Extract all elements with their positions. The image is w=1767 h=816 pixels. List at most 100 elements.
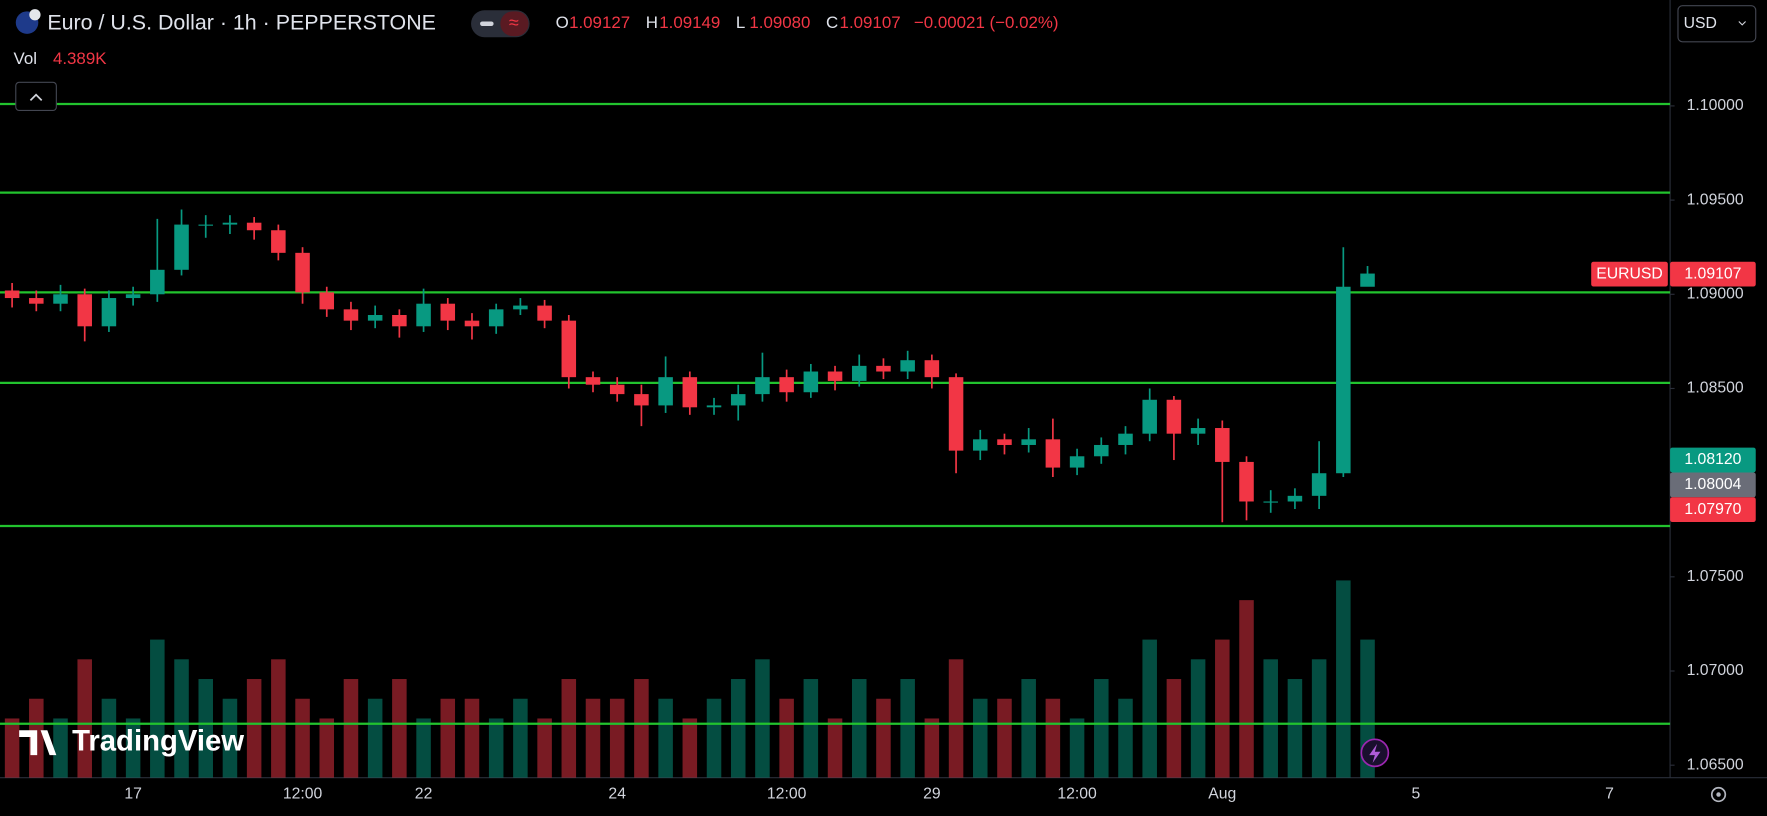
ohlc-value: 1.09127 — [569, 13, 630, 32]
candle-body — [198, 224, 213, 226]
price-tag-label: 1.08004 — [1684, 476, 1741, 493]
volume-bar — [997, 698, 1012, 778]
volume-bar — [77, 659, 92, 778]
collapse-button[interactable] — [15, 81, 57, 112]
candle-body — [755, 377, 770, 395]
candle-body — [1094, 444, 1109, 457]
volume-bar — [246, 679, 262, 778]
candle-body — [924, 360, 940, 378]
candle-body — [1069, 456, 1085, 468]
currency-caret — [1738, 21, 1746, 26]
candle-body — [150, 269, 165, 295]
currency-select[interactable] — [1677, 5, 1757, 43]
candle-body — [561, 320, 577, 378]
volume-bar — [392, 679, 407, 778]
x-tick-label: 7 — [1605, 786, 1614, 803]
x-tick-label: 12:00 — [283, 786, 323, 803]
candle-body — [851, 365, 867, 381]
candle-body — [537, 305, 552, 321]
volume-bar — [222, 698, 238, 778]
ohlc-key: C — [826, 13, 838, 32]
lightning-icon — [1369, 743, 1381, 763]
candle-body — [125, 294, 141, 299]
volume-bar — [609, 698, 625, 778]
ohlc-key: L — [736, 13, 745, 32]
volume-bar — [150, 639, 165, 778]
status-alert[interactable] — [500, 11, 529, 37]
y-tick-label: 1.07500 — [1687, 568, 1744, 585]
volume-bar — [1045, 698, 1061, 778]
volume-bar — [585, 698, 601, 778]
settings-icon[interactable] — [1710, 786, 1727, 803]
symbol-tag — [1591, 261, 1668, 287]
volume-bar — [779, 698, 794, 778]
candle-body — [682, 377, 698, 408]
candle-body — [779, 377, 794, 393]
ohlc-value: 1.09149 — [659, 13, 720, 32]
ohlc-change: −0.00021 (−0.02%) — [914, 13, 1059, 32]
y-tick-label: 1.06500 — [1687, 756, 1744, 773]
x-tick-label: 12:00 — [1057, 786, 1097, 803]
volume-bar — [900, 679, 915, 778]
candle-body — [827, 371, 843, 381]
volume-bar — [755, 659, 770, 778]
price-tag — [1670, 472, 1756, 498]
settings-icon-center — [1716, 792, 1721, 797]
volume-bar — [1094, 679, 1109, 778]
x-tick-label: 5 — [1412, 786, 1421, 803]
status-dash — [480, 21, 494, 26]
candle-body — [1142, 399, 1157, 434]
volume-bar — [271, 659, 286, 778]
candle-body — [803, 371, 819, 393]
candle-body — [948, 377, 964, 451]
symbol-tag-label: EURUSD — [1596, 265, 1663, 282]
price-tag — [1670, 497, 1756, 523]
candle-body — [1190, 428, 1206, 434]
candle-body — [174, 224, 189, 270]
candle-body — [997, 439, 1012, 445]
volume-bar — [1287, 679, 1303, 778]
candle-body — [295, 252, 310, 293]
brand-logo — [19, 730, 57, 756]
volume-bar — [973, 698, 988, 778]
candle-body — [271, 230, 286, 253]
brand-name: TradingView — [72, 724, 244, 757]
volume-bar — [924, 718, 940, 778]
volume-bar — [488, 718, 504, 778]
volume-bar — [440, 698, 456, 778]
candle-body — [634, 394, 649, 406]
volume-bar — [343, 679, 359, 778]
x-tick-label: 22 — [415, 786, 433, 803]
candle-body — [101, 298, 117, 327]
volume-bar — [658, 698, 673, 778]
volume-bar — [4, 718, 20, 778]
volume-bar — [513, 698, 528, 778]
candle-body — [900, 360, 915, 372]
candle-body — [1360, 273, 1375, 287]
x-tick-label: Aug — [1208, 786, 1236, 803]
volume-bar — [53, 718, 68, 778]
volume-bar — [948, 659, 964, 778]
volume-bar — [125, 718, 141, 778]
ohlc-value: 1.09107 — [840, 13, 901, 32]
symbol-title: Euro / U.S. Dollar · 1h · PEPPERSTONE — [47, 10, 436, 34]
candle-body — [658, 377, 673, 406]
volume-bar — [706, 698, 722, 778]
volume-bar — [1263, 659, 1278, 778]
candle-body — [1287, 495, 1303, 502]
volume-bar — [198, 679, 213, 778]
candle-body — [1263, 501, 1278, 503]
volume-bar — [1142, 639, 1157, 778]
ohlc-key: H — [646, 13, 658, 32]
price-tag-label: 1.07970 — [1684, 501, 1741, 518]
volume-bar — [367, 698, 383, 778]
candle-body — [464, 320, 480, 327]
y-tick-label: 1.07000 — [1687, 662, 1744, 679]
volume-bar — [1311, 659, 1327, 778]
volume-bar — [416, 718, 431, 778]
price-tag-label: 1.09107 — [1684, 265, 1741, 282]
candle-body — [1021, 439, 1036, 445]
volume-bar — [537, 718, 552, 778]
price-tag — [1670, 261, 1756, 287]
